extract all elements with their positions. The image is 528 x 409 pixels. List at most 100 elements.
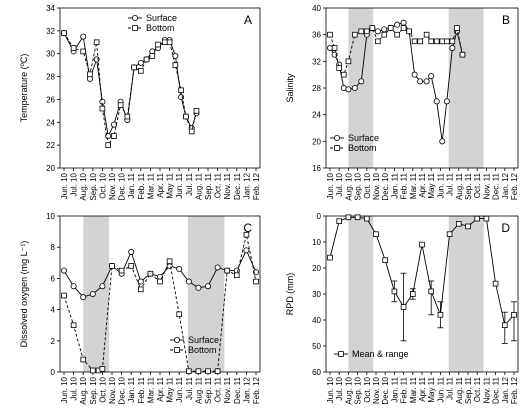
y-tick-label: 32 bbox=[46, 27, 55, 36]
x-tick-label: Aug. 11 bbox=[455, 376, 464, 404]
x-tick-label: Jun. 11 bbox=[175, 376, 184, 402]
data-point-square bbox=[455, 220, 462, 227]
legend-label: Bottom bbox=[188, 345, 217, 355]
y-tick-label: 0 bbox=[51, 368, 56, 377]
x-tick-label: Jan. 12 bbox=[501, 172, 510, 199]
data-point-square bbox=[61, 292, 67, 299]
panel-letter: D bbox=[501, 221, 510, 235]
x-tick-label: Jun. 10 bbox=[326, 376, 335, 403]
x-tick-label: Sep. 11 bbox=[204, 376, 213, 404]
data-point-square bbox=[340, 71, 347, 78]
legend-label: Mean & range bbox=[352, 349, 409, 359]
x-tick-label: Jul. 11 bbox=[446, 376, 455, 400]
x-tick-label: Nov. 10 bbox=[372, 376, 381, 404]
data-point-square bbox=[492, 280, 499, 287]
data-point-square bbox=[369, 25, 376, 31]
data-point-square bbox=[363, 215, 370, 222]
data-point-square bbox=[131, 64, 137, 71]
x-tick-label: Jun. 11 bbox=[436, 376, 445, 402]
x-tick-label: Apr. 11 bbox=[418, 376, 427, 401]
series-line-bottom bbox=[63, 32, 197, 147]
data-point-square bbox=[166, 39, 173, 46]
x-tick-label: Feb. 12 bbox=[252, 172, 261, 200]
data-point-square bbox=[87, 71, 93, 78]
x-tick-label: Aug. 10 bbox=[344, 172, 353, 200]
y-axis-label: RPD (mm) bbox=[285, 273, 295, 316]
legend-marker-circle bbox=[333, 134, 340, 141]
data-point-circle bbox=[400, 19, 407, 26]
x-tick-label: Jul. 11 bbox=[185, 376, 194, 400]
legend-label: Bottom bbox=[146, 23, 175, 33]
legend-marker-square bbox=[132, 25, 138, 31]
legend-label: Surface bbox=[146, 13, 177, 23]
data-point-circle bbox=[176, 266, 183, 273]
x-tick-label: Apr. 11 bbox=[418, 172, 427, 197]
data-point-square bbox=[188, 128, 195, 135]
x-tick-label: Mar. 11 bbox=[146, 172, 155, 199]
x-tick-label: Aug. 10 bbox=[79, 376, 88, 404]
data-point-square bbox=[423, 31, 430, 38]
data-point-square bbox=[155, 41, 161, 48]
data-point-square bbox=[118, 267, 125, 274]
x-tick-label: Jan. 11 bbox=[127, 376, 136, 402]
y-tick-label: 2 bbox=[51, 337, 56, 346]
data-point-square bbox=[99, 366, 106, 372]
data-point-circle bbox=[331, 51, 338, 58]
x-tick-label: Sep. 10 bbox=[354, 172, 363, 200]
y-tick-label: 36 bbox=[312, 31, 321, 40]
x-tick-label: Jun. 10 bbox=[326, 172, 335, 199]
y-tick-label: 40 bbox=[312, 4, 321, 13]
y-tick-label: 6 bbox=[51, 274, 56, 283]
x-tick-label: Dec. 10 bbox=[118, 172, 127, 200]
x-tick-label: Oct. 11 bbox=[214, 376, 223, 402]
y-tick-label: 28 bbox=[312, 84, 321, 93]
data-point-square bbox=[193, 108, 200, 114]
x-tick-label: Sep. 10 bbox=[89, 376, 98, 404]
data-point-square bbox=[327, 31, 333, 38]
x-tick-label: Feb. 11 bbox=[400, 172, 409, 199]
data-point-square bbox=[483, 215, 490, 222]
data-point-square bbox=[109, 263, 115, 269]
data-point-square bbox=[80, 356, 87, 363]
y-tick-label: 10 bbox=[46, 212, 55, 221]
shaded-period bbox=[448, 8, 484, 168]
x-tick-label: Feb. 11 bbox=[137, 172, 146, 199]
x-tick-label: Jul. 11 bbox=[185, 172, 194, 196]
data-point-circle bbox=[137, 278, 144, 285]
x-tick-label: Nov. 11 bbox=[482, 172, 491, 199]
x-tick-label: Sep. 11 bbox=[464, 172, 473, 200]
x-tick-label: Sep. 11 bbox=[204, 172, 213, 200]
x-tick-label: Jul. 10 bbox=[335, 172, 344, 196]
panel-letter: B bbox=[502, 13, 510, 27]
x-tick-label: Jan. 11 bbox=[127, 172, 136, 198]
y-tick-label: 28 bbox=[46, 73, 55, 82]
data-point-circle bbox=[411, 71, 418, 78]
data-point-square bbox=[185, 368, 192, 375]
data-point-square bbox=[409, 291, 416, 297]
x-tick-label: Sep. 10 bbox=[354, 376, 363, 404]
data-point-circle bbox=[185, 278, 192, 285]
data-point-circle bbox=[374, 28, 381, 35]
data-point-circle bbox=[70, 283, 77, 290]
legend-marker-square bbox=[338, 351, 344, 357]
data-point-circle bbox=[345, 86, 352, 93]
data-point-square bbox=[90, 367, 96, 374]
data-point-circle bbox=[80, 294, 87, 301]
x-tick-label: May 11 bbox=[166, 172, 175, 198]
data-point-square bbox=[437, 311, 444, 318]
data-point-square bbox=[387, 25, 394, 31]
x-tick-label: Dec. 10 bbox=[381, 172, 390, 200]
data-point-square bbox=[178, 87, 184, 94]
data-point-square bbox=[459, 51, 466, 58]
y-tick-label: 24 bbox=[46, 118, 55, 127]
data-point-square bbox=[128, 263, 135, 269]
data-point-square bbox=[147, 270, 154, 277]
y-tick-label: 32 bbox=[312, 57, 321, 66]
x-tick-label: Oct. 10 bbox=[363, 376, 372, 402]
data-point-square bbox=[143, 56, 150, 63]
x-tick-label: Mar. 11 bbox=[409, 376, 418, 403]
x-tick-label: Aug. 11 bbox=[194, 376, 203, 404]
x-tick-label: Nov. 11 bbox=[223, 376, 232, 403]
x-tick-label: Aug. 11 bbox=[455, 172, 464, 200]
